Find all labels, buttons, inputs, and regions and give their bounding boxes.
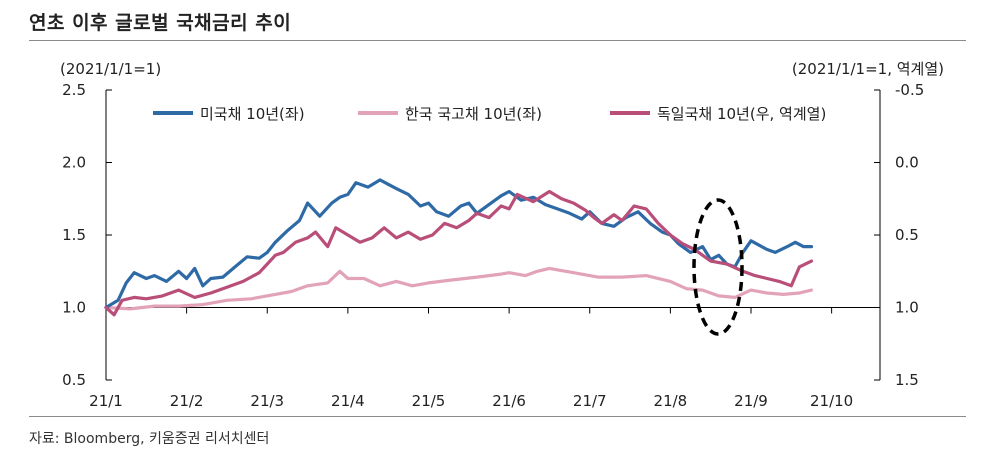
left-unit-label: (2021/1/1=1) — [60, 60, 161, 78]
series-line-0 — [104, 178, 814, 310]
x-tick-label: 21/5 — [412, 392, 446, 410]
x-tick-label: 21/6 — [492, 392, 526, 410]
x-tick-label: 21/8 — [654, 392, 688, 410]
x-tick-label: 21/2 — [170, 392, 204, 410]
right-tick-label: 0.5 — [895, 226, 919, 244]
highlight-ellipse — [692, 198, 744, 336]
left-tick-label: 1.5 — [62, 226, 86, 244]
series-line-2 — [104, 189, 814, 317]
title-divider — [29, 40, 966, 41]
series-line-1 — [104, 266, 814, 311]
x-tick-label: 21/7 — [573, 392, 607, 410]
source-divider — [29, 416, 966, 417]
x-tick-label: 21/1 — [89, 392, 123, 410]
right-tick-label: 1.5 — [895, 371, 919, 389]
legend-label-1: 한국 국고채 10년(좌) — [405, 105, 542, 123]
source-note: 자료: Bloomberg, 키움증권 리서치센터 — [29, 431, 270, 447]
left-tick-label: 2.5 — [62, 81, 86, 99]
x-tick-label: 21/4 — [331, 392, 365, 410]
right-tick-label: 0.0 — [895, 154, 919, 172]
left-tick-label: 0.5 — [62, 371, 86, 389]
legend-label-2: 독일국채 10년(우, 역계열) — [657, 105, 826, 123]
legend: 미국채 10년(좌) 한국 국고채 10년(좌) 독일국채 10년(우, 역계열) — [153, 105, 826, 123]
right-tick-label: -0.5 — [895, 81, 924, 99]
left-tick-label: 2.0 — [62, 154, 86, 172]
x-tick-label: 21/10 — [810, 392, 853, 410]
chart-title: 연초 이후 글로벌 국채금리 추이 — [29, 12, 292, 34]
legend-label-0: 미국채 10년(좌) — [200, 105, 305, 123]
series-layer — [104, 178, 814, 317]
axes: (2021/1/1=1) (2021/1/1=1, 역계열) 2.5 2.0 1.5 1.… — [60, 60, 944, 410]
right-unit-label: (2021/1/1=1, 역계열) — [792, 60, 944, 78]
left-tick-label: 1.0 — [62, 299, 86, 317]
x-tick-label: 21/9 — [734, 392, 768, 410]
x-tick-label: 21/3 — [250, 392, 284, 410]
right-tick-label: 1.0 — [895, 299, 919, 317]
chart: (2021/1/1=1) (2021/1/1=1, 역계열) 2.5 2.0 1.5 1.… — [60, 60, 944, 410]
